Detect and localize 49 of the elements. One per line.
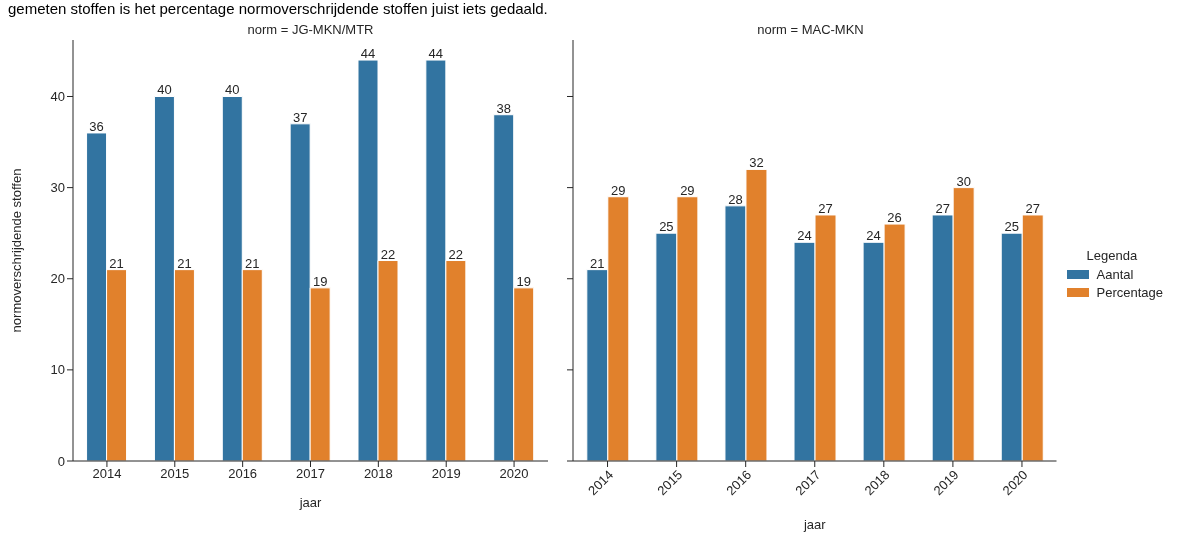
data-label: 27 bbox=[1025, 200, 1040, 216]
y-tick-label: 40 bbox=[50, 89, 65, 105]
x-axis-title: jaar bbox=[298, 495, 322, 510]
x-tick-label: 2020 bbox=[499, 466, 529, 482]
data-label: 25 bbox=[1004, 219, 1019, 235]
chart-title: norm = JG-MKN/MTR bbox=[246, 22, 375, 37]
x-axis-title: jaar bbox=[802, 517, 827, 532]
y-tick-label: 20 bbox=[50, 271, 65, 287]
x-tick-label: 2019 bbox=[431, 466, 461, 482]
data-label: 19 bbox=[516, 273, 531, 289]
data-label: 28 bbox=[728, 191, 743, 207]
data-label: 22 bbox=[448, 246, 464, 262]
data-label: 37 bbox=[292, 109, 308, 125]
data-label: 24 bbox=[797, 228, 812, 244]
data-label: 24 bbox=[866, 228, 881, 244]
data-label: 44 bbox=[428, 46, 444, 62]
x-tick-label: 2018 bbox=[363, 466, 393, 482]
y-tick-label: 30 bbox=[50, 180, 65, 196]
data-label: 21 bbox=[590, 255, 605, 271]
x-tick-label: 2015 bbox=[160, 466, 190, 482]
text: gemeten stoffen is het percentage normoverschrijdende stoffen juist iets gedaald. bbox=[8, 0, 549, 18]
data-label: 27 bbox=[935, 200, 950, 216]
legend-title: Legenda bbox=[1086, 248, 1139, 263]
data-label: 29 bbox=[611, 182, 626, 198]
data-label: 21 bbox=[177, 255, 192, 271]
legend-label: Percentage bbox=[1096, 285, 1163, 300]
data-label: 30 bbox=[956, 173, 971, 189]
data-label: 40 bbox=[225, 82, 240, 98]
data-label: 22 bbox=[380, 246, 396, 262]
y-tick-label: 10 bbox=[50, 362, 65, 378]
data-label: 40 bbox=[157, 82, 172, 98]
data-label: 27 bbox=[818, 200, 833, 216]
data-label: 19 bbox=[312, 273, 328, 289]
data-label: 38 bbox=[496, 100, 511, 116]
data-label: 25 bbox=[659, 219, 674, 235]
data-label: 26 bbox=[887, 210, 902, 226]
x-tick-label: 2016 bbox=[228, 466, 258, 482]
data-label: 32 bbox=[749, 155, 764, 171]
x-tick-label: 2014 bbox=[92, 466, 122, 482]
chart-title: norm = MAC-MKN bbox=[756, 22, 865, 37]
data-label: 29 bbox=[680, 182, 695, 198]
data-label: 44 bbox=[360, 46, 376, 62]
x-tick-label: 2017 bbox=[296, 466, 325, 482]
y-axis-title: normoverschrijdende stoffen bbox=[8, 168, 24, 333]
data-label: 21 bbox=[109, 255, 124, 271]
data-label: 36 bbox=[89, 118, 104, 134]
legend-label: Aantal bbox=[1096, 267, 1134, 282]
data-label: 21 bbox=[245, 255, 260, 271]
y-tick-label: 0 bbox=[57, 453, 65, 469]
